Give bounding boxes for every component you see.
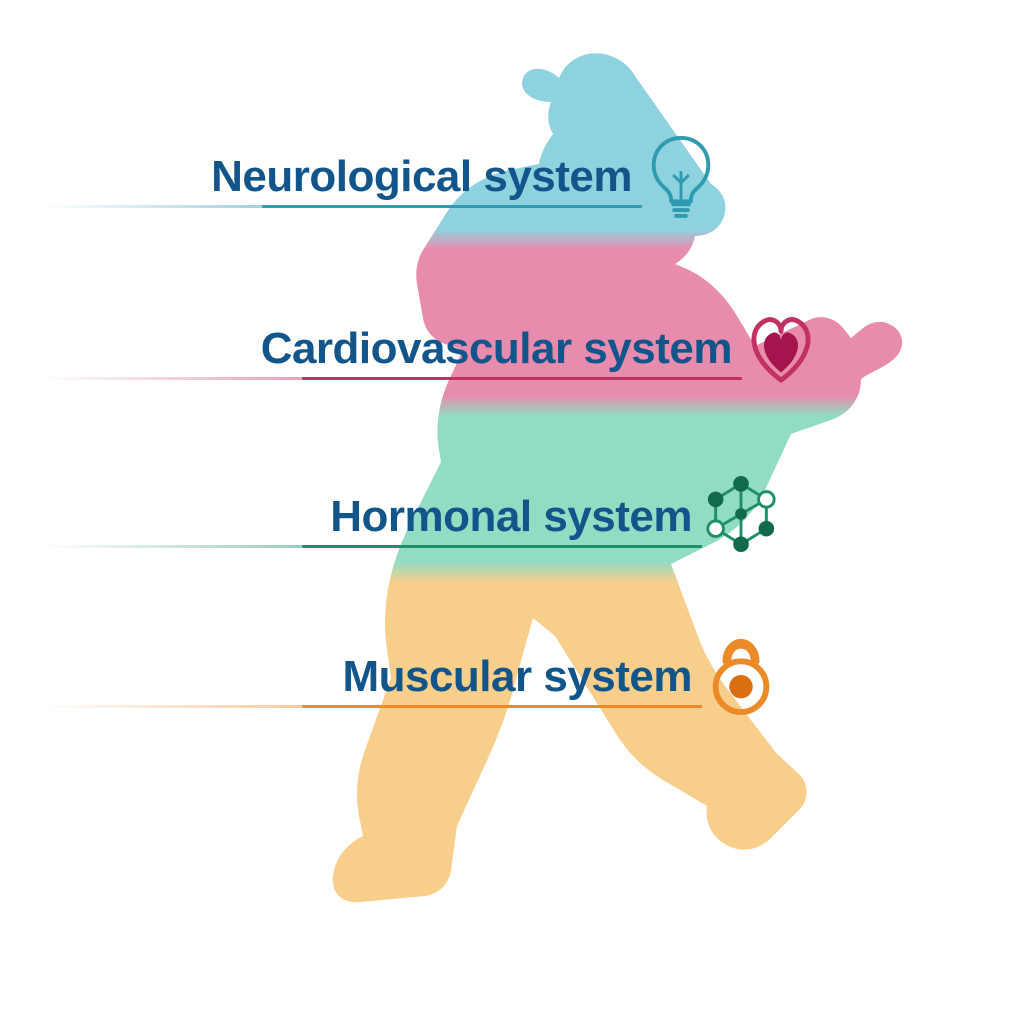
label-hormonal: Hormonal system bbox=[330, 492, 692, 542]
underline bbox=[302, 545, 702, 548]
row-cardio: Cardiovascular system bbox=[0, 300, 820, 380]
row-hormonal: Hormonal system bbox=[0, 468, 780, 548]
label-neuro: Neurological system bbox=[211, 152, 632, 202]
underline-fade bbox=[42, 377, 302, 380]
lightbulb-icon bbox=[642, 132, 720, 218]
label-cardio: Cardiovascular system bbox=[261, 324, 732, 374]
underline bbox=[262, 205, 642, 208]
row-muscular: Muscular system bbox=[0, 628, 780, 708]
underline bbox=[302, 705, 702, 708]
underline-fade bbox=[42, 545, 302, 548]
heart-icon bbox=[742, 304, 820, 390]
underline-fade bbox=[42, 205, 262, 208]
infographic-stage: Neurological system Cardiovascular system… bbox=[0, 0, 1024, 1024]
row-neuro: Neurological system bbox=[0, 128, 720, 208]
underline bbox=[302, 377, 742, 380]
underline-fade bbox=[42, 705, 302, 708]
label-muscular: Muscular system bbox=[342, 652, 692, 702]
molecule-icon bbox=[702, 472, 780, 558]
kettlebell-icon bbox=[702, 632, 780, 718]
